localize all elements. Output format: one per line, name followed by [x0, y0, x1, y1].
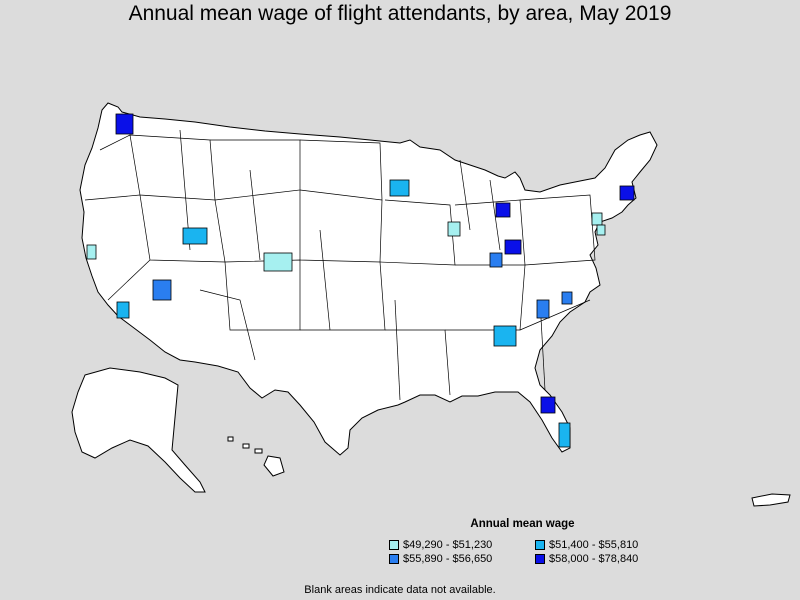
legend-item: $49,290 - $51,230	[389, 539, 535, 551]
legend-title: Annual mean wage	[470, 518, 575, 530]
legend-swatch	[389, 554, 399, 564]
area-chicago	[447, 221, 461, 237]
area-new-york	[596, 224, 606, 236]
area-miami	[558, 422, 571, 448]
area-seattle	[115, 113, 134, 135]
map-title: Annual mean wage of flight attendants, b…	[128, 2, 672, 25]
area-orlando	[540, 396, 556, 414]
area-salt-lake-city	[182, 227, 208, 245]
area-boston	[619, 185, 635, 201]
legend: Annual mean wage $49,290 - $51,230 $51,4…	[380, 518, 665, 565]
contiguous-us-shape	[79, 102, 658, 456]
area-raleigh	[561, 291, 573, 305]
legend-item: $51,400 - $55,810	[535, 539, 681, 551]
area-atlanta	[493, 325, 517, 347]
area-charlotte	[536, 299, 550, 319]
wage-areas	[86, 113, 635, 448]
area-detroit	[495, 202, 511, 218]
area-minneapolis	[389, 179, 410, 197]
legend-label: $55,890 - $56,650	[403, 553, 493, 565]
area-san-francisco	[86, 244, 97, 260]
area-los-angeles	[116, 301, 130, 319]
hawaii-shape	[227, 436, 285, 477]
area-cincinnati	[489, 252, 503, 268]
legend-swatch	[535, 554, 545, 564]
legend-label: $51,400 - $55,810	[549, 539, 639, 551]
legend-item: $58,000 - $78,840	[535, 553, 681, 565]
area-las-vegas	[152, 279, 172, 301]
area-philadelphia	[591, 212, 603, 226]
puerto-rico-shape	[751, 493, 791, 507]
legend-swatch	[389, 540, 399, 550]
legend-label: $58,000 - $78,840	[549, 553, 639, 565]
area-borders	[84, 129, 596, 401]
availability-note: Blank areas indicate data not available.	[304, 584, 496, 596]
area-denver	[263, 252, 293, 272]
legend-item: $55,890 - $56,650	[389, 553, 535, 565]
alaska-shape	[71, 367, 206, 493]
area-columbus	[504, 239, 522, 255]
legend-label: $49,290 - $51,230	[403, 539, 493, 551]
legend-swatch	[535, 540, 545, 550]
